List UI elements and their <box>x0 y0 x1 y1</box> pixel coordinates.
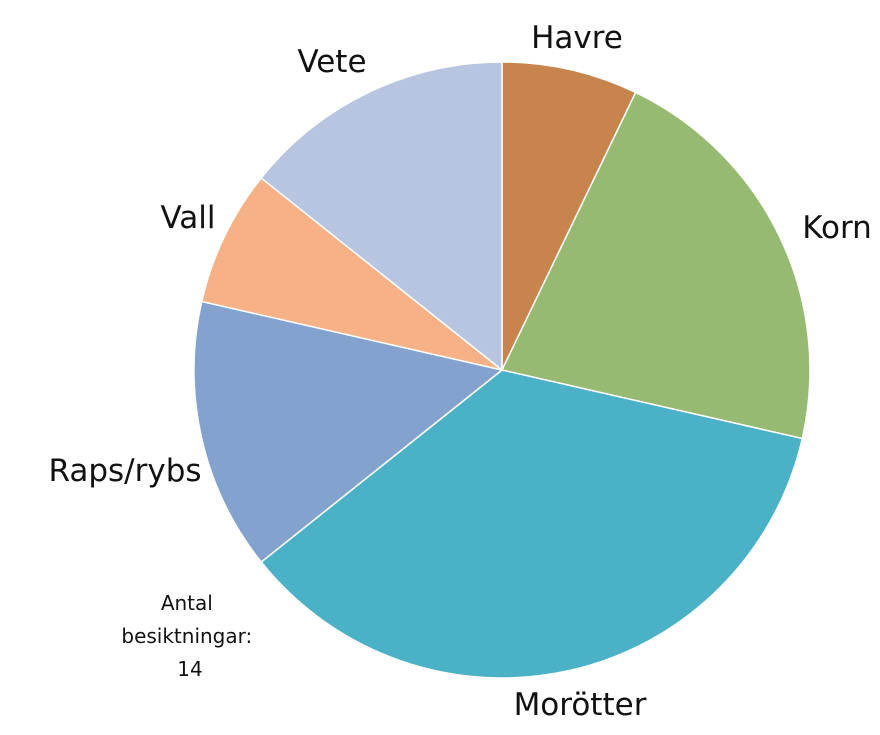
inspection-count-note: Antal besiktningar: 14 <box>121 591 258 681</box>
slice-label-raps-rybs: Raps/rybs <box>48 453 201 489</box>
slice-label-havre: Havre <box>531 20 623 56</box>
pie-slices <box>193 61 811 679</box>
pie-slice-korn <box>500 91 811 440</box>
slice-label-korn: Korn <box>802 210 872 246</box>
pie-slice-mor-tter <box>260 369 804 679</box>
pie-slice-vete <box>260 61 503 372</box>
slice-label-vall: Vall <box>160 200 215 236</box>
pie-slice-raps-rybs <box>193 300 504 564</box>
slice-labels: Havre Korn Morötter Raps/rybs Vall Vete <box>48 20 871 723</box>
slice-label-mor-tter: Morötter <box>514 687 647 723</box>
note-line-1: Antal <box>161 591 213 615</box>
pie-slice-havre <box>501 61 637 371</box>
slice-label-vete: Vete <box>297 44 366 80</box>
pie-slice-vall <box>200 176 503 371</box>
note-line-2: besiktningar: <box>121 624 252 648</box>
note-line-3: 14 <box>177 657 202 681</box>
